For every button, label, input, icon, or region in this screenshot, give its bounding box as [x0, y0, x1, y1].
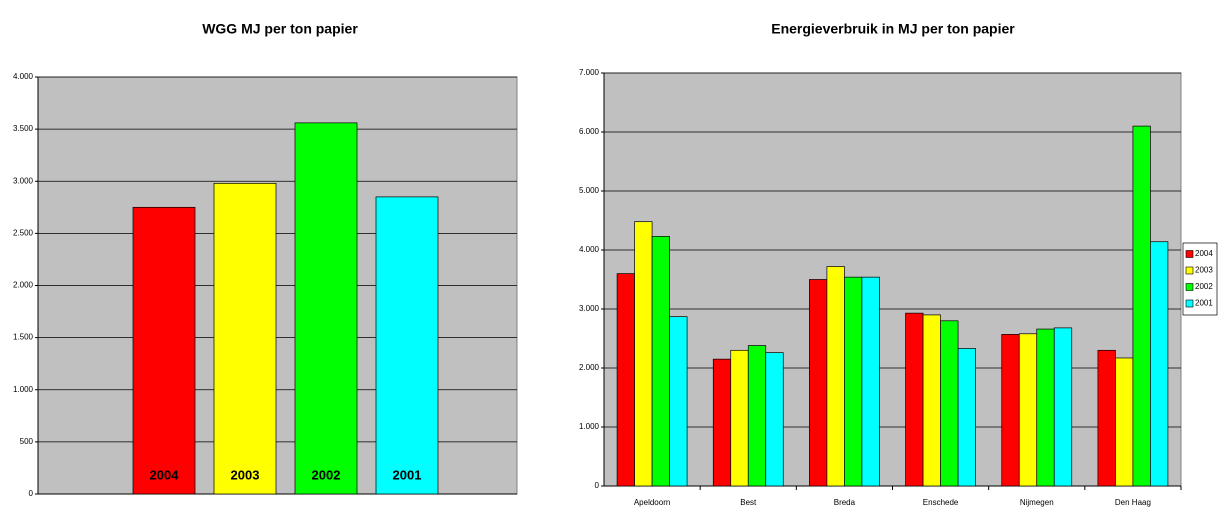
- bar-label: 2004: [150, 467, 180, 482]
- bar: [1053, 327, 1073, 487]
- bar: [213, 182, 277, 495]
- y-tick-label: 0: [29, 489, 34, 498]
- bar: [730, 349, 749, 487]
- bar: [1115, 357, 1134, 487]
- y-tick-label: 5.000: [579, 186, 600, 195]
- y-tick-label: 3.500: [13, 124, 34, 133]
- bar: [957, 348, 976, 487]
- y-tick-label: 500: [20, 437, 34, 446]
- bar: [940, 320, 959, 487]
- legend-label: 2002: [1195, 282, 1213, 291]
- legend-swatch: [1185, 299, 1194, 308]
- bar: [1036, 328, 1055, 487]
- bar: [809, 279, 828, 487]
- bar: [1150, 241, 1169, 487]
- bar: [905, 312, 924, 487]
- y-tick-label: 2.000: [13, 281, 34, 290]
- y-tick-label: 3.000: [13, 176, 34, 185]
- bar-label: 2003: [231, 467, 260, 482]
- y-tick-label: 6.000: [579, 127, 600, 136]
- bar: [1097, 349, 1116, 487]
- bar: [132, 206, 196, 495]
- bar: [375, 196, 439, 495]
- bar: [765, 352, 784, 487]
- bar: [1001, 334, 1020, 487]
- y-tick-label: 1.000: [579, 422, 600, 431]
- x-tick-label: Best: [740, 498, 757, 507]
- y-tick-label: 7.000: [579, 68, 600, 77]
- x-tick-label: Breda: [834, 498, 856, 507]
- y-tick-label: 4.000: [579, 245, 600, 254]
- bar: [922, 314, 941, 487]
- bar: [651, 236, 670, 487]
- bar: [826, 266, 845, 487]
- legend-label: 2003: [1195, 266, 1213, 275]
- y-tick-label: 2.000: [579, 363, 600, 372]
- bar: [1018, 333, 1038, 487]
- legend-swatch: [1185, 250, 1194, 258]
- bar-label: 2002: [312, 467, 341, 482]
- chart-title: Energieverbruik in MJ per ton papier: [771, 21, 1015, 37]
- legend-label: 2004: [1195, 249, 1213, 258]
- x-tick-label: Apeldoorn: [634, 498, 670, 507]
- bar: [844, 276, 863, 487]
- plot-area: [603, 72, 1182, 487]
- bar: [616, 273, 635, 487]
- y-tick-label: 2.500: [13, 228, 34, 237]
- bar: [712, 358, 732, 487]
- bar: [294, 122, 358, 495]
- x-tick-label: Enschede: [923, 498, 959, 507]
- bar: [747, 345, 767, 487]
- y-tick-label: 0: [595, 481, 600, 490]
- x-tick-label: Nijmegen: [1020, 498, 1054, 507]
- bar: [669, 316, 688, 487]
- legend-swatch: [1185, 266, 1194, 275]
- y-tick-label: 3.000: [579, 304, 600, 313]
- chart-title: WGG MJ per ton papier: [202, 21, 358, 37]
- bar: [1132, 125, 1151, 487]
- x-tick-label: Den Haag: [1115, 498, 1151, 507]
- bar: [861, 276, 880, 487]
- legend-swatch: [1185, 283, 1194, 291]
- y-tick-label: 4.000: [13, 72, 34, 81]
- legend-label: 2001: [1195, 299, 1213, 308]
- y-tick-label: 1.500: [13, 333, 34, 342]
- bar-label: 2001: [393, 467, 422, 482]
- bar: [634, 221, 653, 487]
- y-tick-label: 1.000: [13, 385, 34, 394]
